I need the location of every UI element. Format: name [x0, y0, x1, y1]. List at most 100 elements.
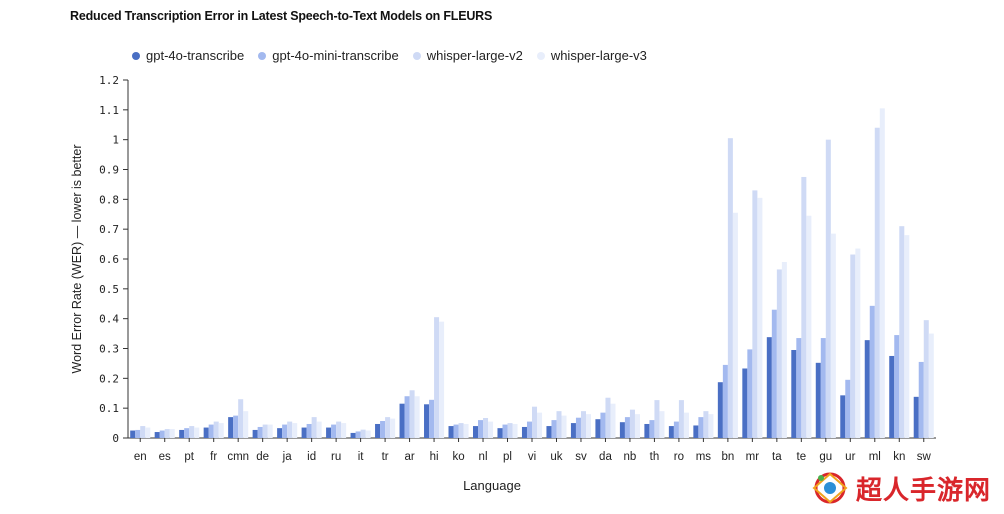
bar-whisper-large-v3-kn [904, 235, 910, 438]
legend-swatch [536, 51, 545, 60]
bar-gpt-4o-mini-transcribe-kn [894, 335, 900, 438]
bar-gpt-4o-mini-transcribe-it [355, 431, 361, 438]
y-tick-label: 1 [112, 134, 119, 147]
bar-whisper-large-v3-ur [855, 248, 861, 438]
bar-gpt-4o-transcribe-bn [717, 382, 723, 438]
x-tick-label-hi: hi [430, 451, 439, 463]
bar-whisper-large-v2-nl [483, 418, 489, 438]
bar-gpt-4o-transcribe-sw [913, 396, 919, 438]
x-tick-label-ms: ms [696, 451, 712, 463]
bar-gpt-4o-transcribe-ja [277, 428, 283, 438]
bar-whisper-large-v2-es [164, 429, 170, 438]
x-tick-label-pl: pl [503, 451, 512, 463]
bar-gpt-4o-mini-transcribe-es [159, 430, 165, 438]
bar-gpt-4o-transcribe-ru [326, 427, 332, 438]
y-tick-label: 0.8 [99, 193, 119, 206]
legend-item-whisper-large-v3[interactable]: whisper-large-v3 [536, 48, 647, 63]
legend-item-gpt-4o-mini-transcribe[interactable]: gpt-4o-mini-transcribe [258, 48, 399, 63]
bar-gpt-4o-transcribe-en [130, 430, 136, 438]
watermark-text: 超人手游网 [856, 475, 992, 506]
bar-gpt-4o-transcribe-te [791, 349, 797, 438]
x-tick-label-th: th [650, 451, 660, 463]
bar-gpt-4o-mini-transcribe-pl [502, 424, 508, 438]
bar-whisper-large-v3-te [806, 215, 812, 438]
chart-legend: gpt-4o-transcribe gpt-4o-mini-transcribe… [132, 48, 647, 63]
bar-whisper-large-v2-ms [703, 411, 709, 438]
x-tick-label-sv: sv [575, 451, 587, 463]
bar-gpt-4o-mini-transcribe-id [306, 423, 312, 438]
bar-gpt-4o-mini-transcribe-te [796, 338, 802, 438]
bar-whisper-large-v2-nb [629, 409, 635, 438]
bar-whisper-large-v3-ar [414, 396, 420, 438]
bar-whisper-large-v3-it [365, 430, 371, 438]
bar-gpt-4o-mini-transcribe-uk [551, 420, 557, 438]
bar-whisper-large-v2-de [262, 424, 268, 438]
bar-whisper-large-v3-da [610, 403, 616, 438]
x-tick-label-vi: vi [528, 451, 536, 463]
bar-whisper-large-v3-gu [830, 233, 836, 438]
bar-whisper-large-v3-ja [292, 423, 298, 438]
bar-whisper-large-v2-ja [287, 421, 293, 438]
bar-whisper-large-v2-pt [189, 426, 195, 438]
bar-gpt-4o-transcribe-mr [742, 368, 748, 438]
x-tick-label-ko: ko [452, 451, 464, 463]
bar-whisper-large-v3-th [659, 411, 665, 438]
bar-gpt-4o-transcribe-gu [815, 362, 821, 438]
bar-whisper-large-v2-ro [678, 400, 684, 438]
x-tick-label-nl: nl [479, 451, 488, 463]
bar-whisper-large-v3-vi [537, 412, 543, 438]
bar-whisper-large-v2-vi [532, 406, 538, 438]
bar-whisper-large-v3-uk [561, 415, 567, 438]
y-tick-label: 0.7 [99, 223, 119, 236]
x-axis-title: Language [463, 478, 521, 493]
bar-whisper-large-v3-es [169, 429, 175, 438]
legend-swatch [258, 51, 267, 60]
bar-whisper-large-v2-fr [213, 421, 219, 438]
bar-whisper-large-v3-mr [757, 197, 763, 438]
bar-gpt-4o-mini-transcribe-ar [404, 396, 410, 438]
x-tick-label-es: es [159, 451, 171, 463]
chart-title: Reduced Transcription Error in Latest Sp… [70, 9, 493, 23]
bar-gpt-4o-transcribe-pl [497, 428, 503, 438]
x-tick-label-tr: tr [382, 451, 389, 463]
x-tick-label-da: da [599, 451, 612, 463]
bar-gpt-4o-transcribe-nl [472, 426, 479, 438]
bar-gpt-4o-transcribe-uk [546, 426, 552, 438]
bar-whisper-large-v3-bn [732, 212, 738, 438]
x-tick-label-ml: ml [869, 451, 881, 463]
bar-whisper-large-v2-sw [923, 320, 929, 438]
bar-gpt-4o-transcribe-id [301, 427, 307, 438]
bar-gpt-4o-transcribe-ur [840, 395, 846, 438]
bar-gpt-4o-transcribe-it [350, 432, 356, 438]
legend-item-gpt-4o-transcribe[interactable]: gpt-4o-transcribe [132, 48, 244, 63]
bar-whisper-large-v3-ko [463, 423, 469, 438]
legend-swatch [132, 51, 140, 60]
x-tick-label-cmn: cmn [227, 451, 249, 463]
bar-gpt-4o-mini-transcribe-vi [526, 421, 532, 438]
bar-gpt-4o-transcribe-da [595, 419, 601, 438]
bar-gpt-4o-transcribe-tr [375, 423, 381, 438]
bar-gpt-4o-mini-transcribe-nb [624, 417, 630, 438]
x-tick-label-de: de [256, 451, 269, 463]
bar-gpt-4o-transcribe-ro [668, 426, 674, 438]
x-tick-label-ta: ta [772, 451, 782, 463]
x-tick-label-bn: bn [721, 451, 734, 463]
bar-gpt-4o-transcribe-sv [570, 423, 576, 438]
bar-whisper-large-v2-te [801, 176, 807, 439]
bar-gpt-4o-mini-transcribe-ja [282, 424, 288, 438]
x-tick-label-te: te [797, 451, 807, 463]
legend-label: whisper-large-v3 [550, 48, 647, 63]
bar-gpt-4o-mini-transcribe-ro [673, 421, 679, 438]
bar-gpt-4o-mini-transcribe-sv [575, 417, 581, 438]
watermark: 超人手游网 [810, 468, 991, 508]
bar-whisper-large-v2-ko [458, 423, 464, 438]
legend-item-whisper-large-v2[interactable]: whisper-large-v2 [412, 48, 523, 63]
y-tick-label: 0.1 [99, 402, 119, 415]
bar-gpt-4o-mini-transcribe-de [257, 426, 263, 438]
bar-gpt-4o-transcribe-hi [424, 404, 430, 438]
legend-label: whisper-large-v2 [426, 48, 523, 63]
bar-whisper-large-v2-tr [385, 417, 391, 438]
legend-label: gpt-4o-transcribe [146, 48, 245, 63]
bar-whisper-large-v3-nb [634, 414, 640, 438]
